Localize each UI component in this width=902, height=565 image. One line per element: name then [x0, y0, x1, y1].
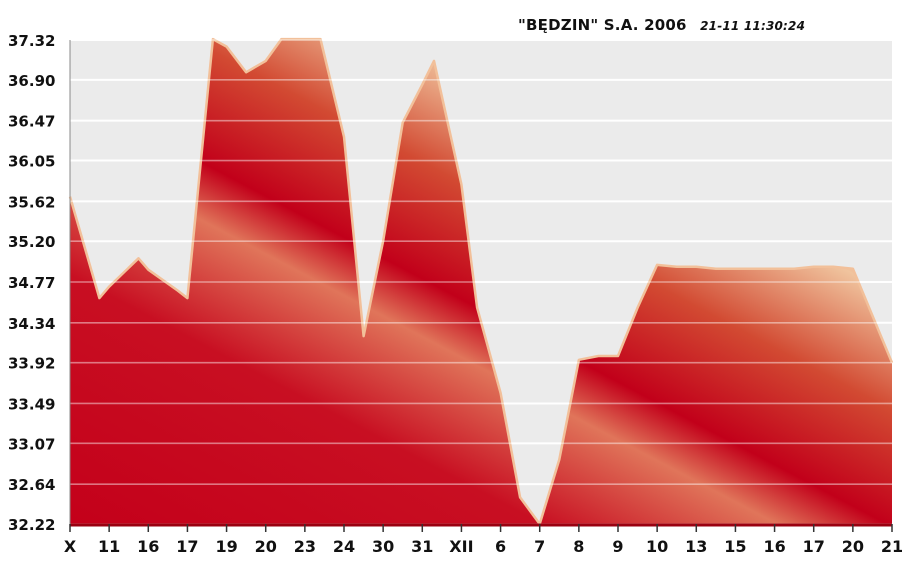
x-tick-label: 11 [98, 537, 120, 556]
x-tick-label: 9 [612, 537, 623, 556]
x-tick-label: 7 [534, 537, 545, 556]
timestamp-label: 21-11 11:30:24 [700, 19, 806, 33]
y-tick-label: 33.49 [8, 395, 55, 413]
source-label: "BĘDZIN" S.A. 2006 [518, 16, 687, 34]
x-tick-label: 20 [842, 537, 864, 556]
y-tick-label: 33.07 [8, 435, 55, 453]
chart-header: "BĘDZIN" S.A. 2006 21-11 11:30:24 [518, 16, 805, 34]
y-axis-ticks: 37.32 36.90 36.47 36.05 35.62 35.20 34.77 34.34… [8, 32, 55, 534]
x-axis-ticks: X 11 16 17 19 20 23 24 30 31 XII 6 7 8 9 10 13 15 16 17 20 21 [64, 524, 902, 556]
x-tick-label: 24 [333, 537, 355, 556]
y-tick-label: 36.05 [8, 153, 55, 171]
y-tick-label: 35.62 [8, 193, 55, 211]
area-edge [68, 37, 894, 526]
x-tick-label: X [64, 537, 77, 556]
x-tick-label: 21 [881, 537, 902, 556]
x-tick-label: 31 [411, 537, 433, 556]
x-tick-label: 15 [724, 537, 746, 556]
x-tick-label: 23 [294, 537, 316, 556]
x-tick-label: XII [449, 537, 473, 556]
y-tick-label: 34.34 [8, 315, 55, 333]
y-tick-label: 32.64 [8, 476, 55, 494]
y-tick-label: 35.20 [8, 233, 55, 251]
x-tick-label: 19 [215, 537, 237, 556]
x-tick-label: 20 [255, 537, 277, 556]
area-fill [70, 39, 892, 524]
x-tick-label: 6 [495, 537, 506, 556]
axes [69, 40, 892, 527]
x-tick-label: 10 [646, 537, 668, 556]
x-tick-label: 8 [573, 537, 584, 556]
x-tick-label: 16 [763, 537, 785, 556]
y-tick-label: 37.32 [8, 32, 55, 50]
y-tick-label: 34.77 [8, 274, 55, 292]
y-tick-label: 32.22 [8, 516, 55, 534]
y-tick-label: 33.92 [8, 355, 55, 373]
x-tick-label: 30 [372, 537, 394, 556]
x-tick-label: 16 [137, 537, 159, 556]
x-tick-label: 13 [685, 537, 707, 556]
y-tick-label: 36.47 [8, 113, 55, 131]
x-tick-label: 17 [803, 537, 825, 556]
y-tick-label: 36.90 [8, 72, 55, 90]
x-tick-label: 17 [176, 537, 198, 556]
